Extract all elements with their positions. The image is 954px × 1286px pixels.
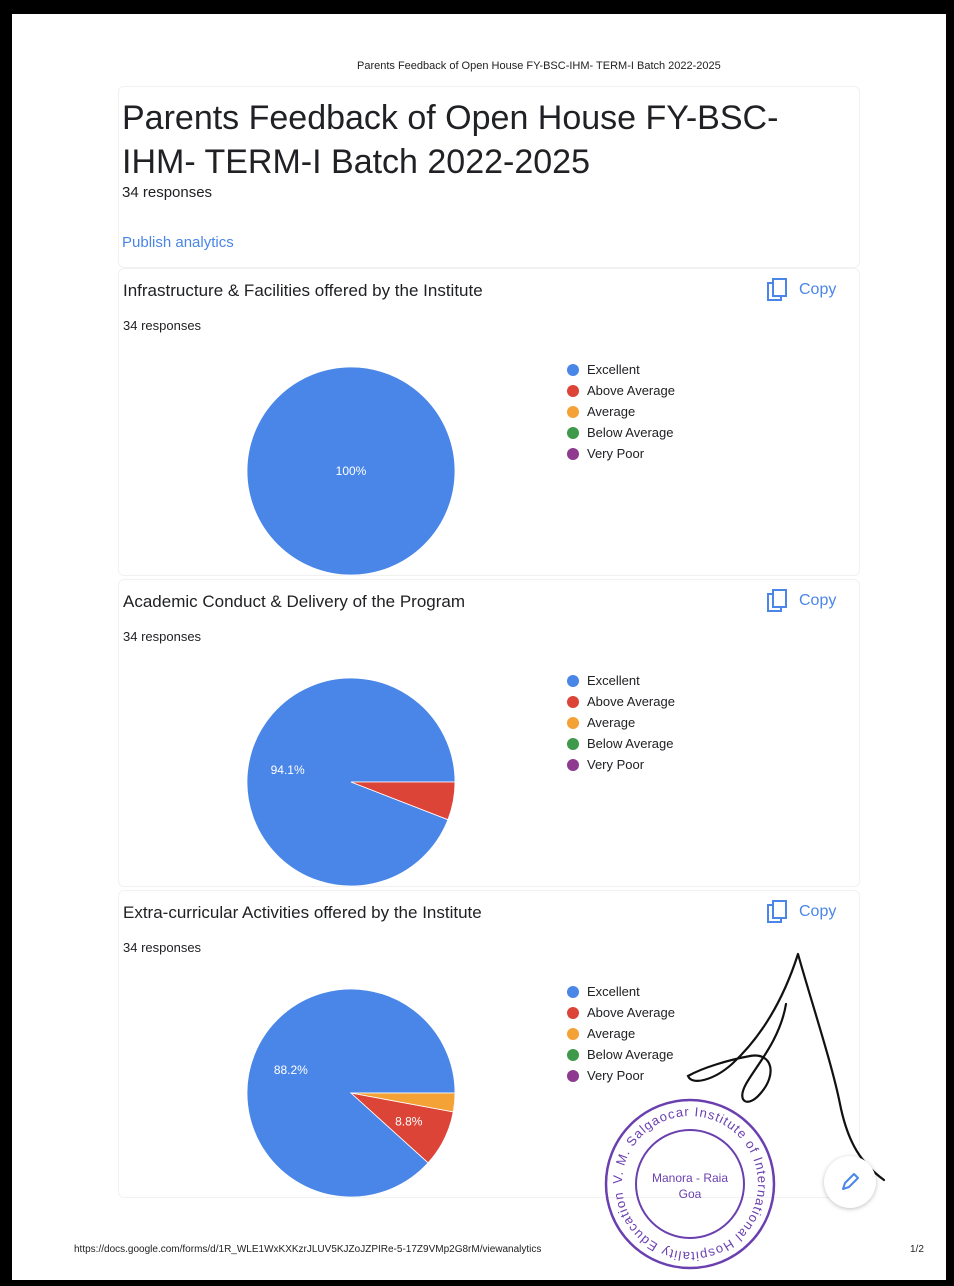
legend-label: Very Poor xyxy=(587,1068,645,1083)
legend-item-above-average: Above Average xyxy=(567,691,675,712)
legend-label: Below Average xyxy=(587,736,674,751)
question-card-extracurricular: Extra-curricular Activities offered by t… xyxy=(118,890,860,1198)
question-responses: 34 responses xyxy=(123,318,202,333)
legend-label: Average xyxy=(587,715,636,730)
legend-swatch xyxy=(567,758,579,771)
legend-item-very-poor: Very Poor xyxy=(567,1065,675,1086)
legend-swatch xyxy=(567,1069,579,1082)
legend-item-above-average: Above Average xyxy=(567,1002,675,1023)
document-page: Parents Feedback of Open House FY-BSC-IH… xyxy=(12,14,946,1280)
legend-item-average: Average xyxy=(567,1023,675,1044)
legend-swatch xyxy=(567,695,579,708)
question-title: Extra-curricular Activities offered by t… xyxy=(123,903,482,922)
total-responses: 34 responses xyxy=(122,184,213,201)
legend-item-below-average: Below Average xyxy=(567,1044,675,1065)
question-card-infrastructure: Infrastructure & Facilities offered by t… xyxy=(118,268,860,576)
legend-label: Very Poor xyxy=(587,757,645,772)
stamp-line-2: Goa xyxy=(679,1187,702,1201)
legend-swatch xyxy=(567,426,579,439)
stamp-line-1: Manora - Raia xyxy=(652,1171,728,1185)
pie-chart-academic: 94.1% xyxy=(246,677,456,887)
legend-swatch xyxy=(567,363,579,376)
legend-item-average: Average xyxy=(567,712,675,733)
legend-item-excellent: Excellent xyxy=(567,359,675,380)
pie-slice-average xyxy=(350,1092,456,1113)
copy-chart-button[interactable]: Copy xyxy=(767,277,836,303)
legend-swatch xyxy=(567,405,579,418)
pie-label-above-average: 8.8% xyxy=(395,1115,423,1129)
legend-item-below-average: Below Average xyxy=(567,733,675,754)
legend-item-below-average: Below Average xyxy=(567,422,675,443)
chart-legend: Excellent Above Average Average Below Avera… xyxy=(567,359,675,464)
legend-swatch xyxy=(567,1027,579,1040)
legend-swatch xyxy=(567,985,579,998)
legend-swatch xyxy=(567,1006,579,1019)
copy-label: Copy xyxy=(799,903,837,920)
pie-label-excellent: 100% xyxy=(336,464,367,478)
legend-label: Below Average xyxy=(587,1047,674,1062)
copy-icon xyxy=(767,900,787,923)
question-responses: 34 responses xyxy=(123,940,202,955)
legend-item-excellent: Excellent xyxy=(567,981,675,1002)
legend-swatch xyxy=(567,447,579,460)
pie-slice-above-average xyxy=(350,781,456,821)
print-header: Parents Feedback of Open House FY-BSC-IH… xyxy=(357,60,721,72)
question-responses: 34 responses xyxy=(123,629,202,644)
pie-slice-excellent xyxy=(246,988,456,1198)
copy-label: Copy xyxy=(799,281,837,298)
copy-chart-button[interactable]: Copy xyxy=(767,899,836,925)
legend-label: Below Average xyxy=(587,425,674,440)
pie-chart-extracurricular: 88.2% 8.8% xyxy=(246,988,456,1198)
form-title-card xyxy=(118,86,860,268)
pie-label-excellent: 88.2% xyxy=(274,1063,308,1077)
legend-item-excellent: Excellent xyxy=(567,670,675,691)
pencil-icon xyxy=(842,1173,859,1190)
institute-stamp: V. M. Salgaocar Institute of Internation… xyxy=(604,1098,776,1270)
legend-label: Above Average xyxy=(587,383,675,398)
question-card-academic: Academic Conduct & Delivery of the Progr… xyxy=(118,579,860,887)
legend-swatch xyxy=(567,384,579,397)
legend-item-average: Average xyxy=(567,401,675,422)
pie-label-excellent: 94.1% xyxy=(271,763,305,777)
legend-item-very-poor: Very Poor xyxy=(567,443,675,464)
legend-item-above-average: Above Average xyxy=(567,380,675,401)
legend-label: Very Poor xyxy=(587,446,645,461)
legend-label: Excellent xyxy=(587,673,640,688)
handwritten-signature xyxy=(686,952,886,1182)
question-title: Academic Conduct & Delivery of the Progr… xyxy=(123,592,466,611)
legend-label: Average xyxy=(587,404,636,419)
form-title: Parents Feedback of Open House FY-BSC-IH… xyxy=(122,99,779,181)
pie-slice-excellent xyxy=(246,366,456,576)
legend-swatch xyxy=(567,716,579,729)
legend-swatch xyxy=(567,1048,579,1061)
legend-label: Above Average xyxy=(587,694,675,709)
legend-label: Excellent xyxy=(587,984,640,999)
legend-label: Excellent xyxy=(587,362,640,377)
question-title: Infrastructure & Facilities offered by t… xyxy=(123,281,483,300)
pie-chart-infrastructure: 100% xyxy=(246,366,456,576)
copy-icon xyxy=(767,278,787,301)
chart-legend: Excellent Above Average Average Below Avera… xyxy=(567,981,675,1086)
page-number: 1/2 xyxy=(910,1244,924,1255)
legend-label: Average xyxy=(587,1026,636,1041)
legend-label: Above Average xyxy=(587,1005,675,1020)
legend-swatch xyxy=(567,674,579,687)
publish-analytics-link[interactable]: Publish analytics xyxy=(122,234,234,251)
legend-item-very-poor: Very Poor xyxy=(567,754,675,775)
copy-label: Copy xyxy=(799,592,837,609)
legend-swatch xyxy=(567,737,579,750)
chart-legend: Excellent Above Average Average Below Avera… xyxy=(567,670,675,775)
copy-icon xyxy=(767,589,787,612)
copy-chart-button[interactable]: Copy xyxy=(767,588,836,614)
edit-button[interactable] xyxy=(824,1156,876,1208)
footer-url: https://docs.google.com/forms/d/1R_WLE1W… xyxy=(74,1244,542,1255)
